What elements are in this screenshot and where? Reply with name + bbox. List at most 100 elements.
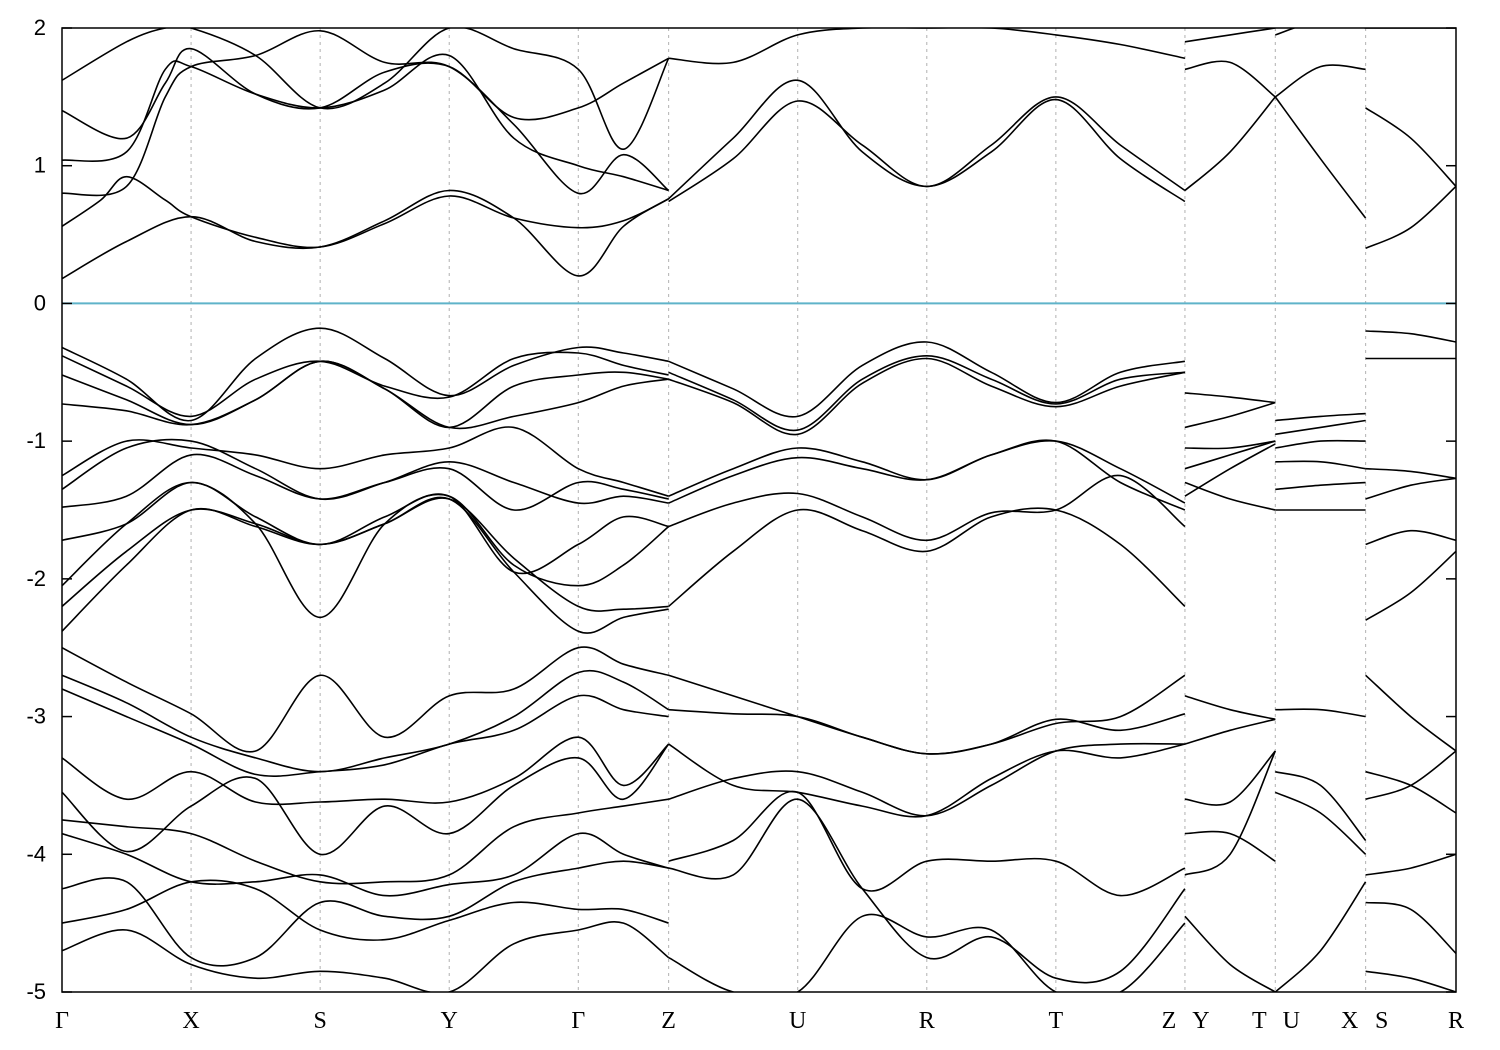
y-tick-label: -1 bbox=[26, 428, 46, 453]
band-line bbox=[62, 496, 669, 634]
y-tick-label: -3 bbox=[26, 704, 46, 729]
band-line bbox=[1184, 718, 1276, 745]
band-line bbox=[62, 860, 669, 967]
kpoint-label: X bbox=[182, 1008, 199, 1034]
band-line bbox=[62, 832, 669, 897]
band-line bbox=[62, 53, 669, 192]
band-line bbox=[668, 28, 1186, 65]
band-line bbox=[1275, 460, 1366, 470]
band-line bbox=[1365, 107, 1456, 187]
kpoint-label: S bbox=[313, 1008, 326, 1034]
band-line bbox=[1275, 481, 1366, 491]
band-line bbox=[1274, 791, 1367, 855]
kpoint-gridlines bbox=[190, 28, 1367, 992]
band-line bbox=[1275, 28, 1366, 36]
band-line bbox=[668, 341, 1186, 418]
y-axis-ticks: 2 1 0 -1 -2 -3 -4 -5 bbox=[26, 15, 1456, 1004]
kpoint-label: U bbox=[789, 1008, 806, 1034]
band-line bbox=[1184, 440, 1276, 450]
band-line bbox=[1365, 970, 1456, 992]
band-line bbox=[62, 453, 669, 511]
band-line bbox=[1365, 901, 1456, 954]
band-line bbox=[62, 736, 670, 806]
band-line bbox=[1184, 440, 1276, 470]
kpoint-label: Z bbox=[661, 1008, 676, 1034]
band-line bbox=[1275, 770, 1367, 842]
band-line bbox=[62, 327, 669, 422]
kpoint-label: Y bbox=[1192, 1008, 1209, 1034]
band-line bbox=[1365, 529, 1456, 546]
band-line bbox=[1184, 401, 1276, 429]
band-line bbox=[62, 688, 669, 777]
band-line bbox=[62, 669, 670, 773]
band-line bbox=[668, 474, 1186, 542]
band-line bbox=[1365, 750, 1456, 800]
kpoint-label: Γ bbox=[571, 1008, 585, 1034]
kpoint-label: Z bbox=[1162, 1008, 1177, 1034]
kpoint-label: Γ bbox=[55, 1008, 69, 1034]
band-line bbox=[62, 481, 669, 575]
band-line bbox=[62, 29, 670, 197]
band-line bbox=[1184, 750, 1276, 806]
band-line bbox=[668, 354, 1185, 432]
band-lines bbox=[62, 28, 1456, 992]
y-tick-label: -2 bbox=[26, 566, 46, 591]
band-line bbox=[668, 439, 1186, 511]
band-line bbox=[668, 357, 1186, 436]
band-line bbox=[1184, 60, 1276, 98]
band-line bbox=[1365, 550, 1456, 621]
band-line bbox=[1184, 392, 1276, 404]
plot-frame bbox=[61, 27, 1457, 993]
kpoint-label: X bbox=[1341, 1008, 1358, 1034]
band-line bbox=[62, 743, 670, 856]
band-line bbox=[1184, 443, 1276, 497]
band-line bbox=[1275, 419, 1366, 436]
band-line bbox=[1365, 330, 1456, 343]
band-line bbox=[1275, 708, 1366, 718]
y-tick-label: 1 bbox=[34, 153, 46, 178]
band-line bbox=[62, 438, 669, 505]
y-tick-label: 0 bbox=[34, 290, 46, 315]
band-line bbox=[668, 742, 1185, 817]
band-line bbox=[1274, 96, 1367, 219]
band-line bbox=[668, 96, 1186, 203]
band-line bbox=[62, 351, 669, 418]
band-line bbox=[1365, 467, 1456, 480]
band-line bbox=[1365, 770, 1456, 814]
band-line bbox=[1184, 96, 1276, 192]
kpoint-label: T bbox=[1049, 1008, 1064, 1034]
band-line bbox=[668, 507, 1186, 608]
band-line bbox=[1275, 439, 1366, 449]
band-line bbox=[1365, 477, 1456, 500]
band-line bbox=[1365, 853, 1456, 876]
kpoint-label: R bbox=[919, 1008, 935, 1034]
band-line bbox=[1184, 695, 1276, 721]
band-line bbox=[1184, 481, 1276, 511]
band-line bbox=[668, 913, 1186, 992]
band-line bbox=[668, 708, 1186, 755]
band-line bbox=[62, 360, 669, 430]
y-tick-label: -4 bbox=[26, 841, 46, 866]
band-line bbox=[1365, 674, 1456, 752]
kpoint-label: T bbox=[1252, 1008, 1267, 1034]
y-tick-label: 2 bbox=[34, 15, 46, 40]
band-line bbox=[1274, 881, 1367, 992]
band-line bbox=[668, 798, 1186, 984]
kpoint-label: R bbox=[1448, 1008, 1464, 1034]
band-line bbox=[668, 790, 1186, 897]
band-line bbox=[62, 798, 669, 885]
kpoint-label: Y bbox=[441, 1008, 458, 1034]
band-line bbox=[62, 189, 670, 280]
band-line bbox=[1274, 64, 1366, 98]
band-line bbox=[1184, 915, 1276, 992]
band-line bbox=[1365, 185, 1456, 250]
band-line bbox=[62, 47, 669, 140]
band-line bbox=[62, 879, 669, 941]
band-line bbox=[1275, 412, 1366, 422]
band-line bbox=[1184, 750, 1277, 876]
band-line bbox=[62, 175, 669, 249]
band-line bbox=[62, 921, 670, 992]
y-tick-label: -5 bbox=[26, 979, 46, 1004]
